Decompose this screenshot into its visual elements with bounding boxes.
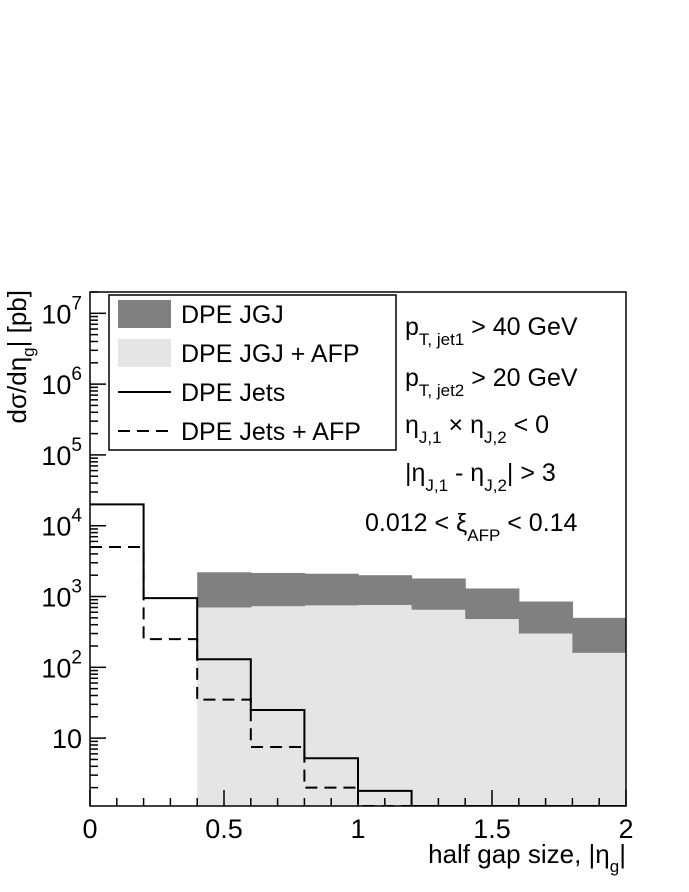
x-tick-label: 1 <box>350 814 365 844</box>
dpe-jets-afp-line <box>90 546 626 806</box>
afp-fill-bar <box>304 605 359 806</box>
x-axis-title: half gap size, |ηg| <box>428 839 626 876</box>
legend-label: DPE Jets <box>181 379 285 407</box>
afp-fill-bar <box>197 607 252 806</box>
cut-line: pT, jet2 > 20 GeV <box>405 364 578 400</box>
afp-fill-bar <box>250 606 305 806</box>
jgj-band-bar <box>572 617 626 653</box>
plot-marks <box>90 503 626 806</box>
jgj-band-bar <box>197 572 252 608</box>
afp-fill-bar <box>411 609 466 806</box>
afp-fill-bar <box>518 633 573 806</box>
legend-label: DPE JGJ + AFP <box>181 340 360 368</box>
afp-fill-bar <box>358 604 413 806</box>
axes: 0 0.5 1 1.5 2 10 102 103 104 105 106 107 half gap si… <box>2 290 634 876</box>
x-tick-label: 1.5 <box>473 814 511 844</box>
afp-fill-bar <box>572 652 626 806</box>
dpe-jets-line <box>90 503 626 806</box>
cut-line: ηJ,1 × ηJ,2 < 0 <box>405 411 549 447</box>
jgj-band-bar <box>358 575 413 605</box>
cut-line: |ηJ,1 - ηJ,2| > 3 <box>405 459 556 495</box>
plot-area <box>90 503 626 806</box>
legend-swatch <box>118 300 171 328</box>
legend-swatch <box>118 339 171 367</box>
y-tick-label: 107 <box>41 293 82 329</box>
y-tick-label: 103 <box>41 577 82 613</box>
jgj-band-bar <box>465 588 520 620</box>
y-tick-label: 104 <box>41 506 82 542</box>
y-tick-label: 10 <box>52 724 82 754</box>
jgj-band-bar <box>304 573 359 606</box>
cut-line: 0.012 < ξAFP < 0.14 <box>365 509 578 545</box>
legend: DPE JGJ DPE JGJ + AFP DPE Jets DPE Jets + A… <box>108 294 397 451</box>
cut-line: pT, jet1 > 40 GeV <box>405 313 578 349</box>
x-tick-label: 0.5 <box>205 814 243 844</box>
x-tick-label: 2 <box>618 814 633 844</box>
y-tick-label: 105 <box>41 435 82 471</box>
jgj-band-bar <box>518 601 573 634</box>
afp-fill-bar <box>465 619 520 806</box>
jgj-band-bar <box>411 578 466 610</box>
y-tick-label: 106 <box>41 364 82 400</box>
cuts-annotation: pT, jet1 > 40 GeV pT, jet2 > 20 GeV ηJ,1 ×… <box>365 313 578 545</box>
jgj-band-bar <box>250 572 305 607</box>
legend-label: DPE JGJ <box>181 301 284 329</box>
y-axis-title: dσ/dηg| [pb] <box>2 290 38 423</box>
y-tick-label: 102 <box>41 647 82 683</box>
legend-label: DPE Jets + AFP <box>181 418 361 446</box>
x-tick-label: 0 <box>82 814 97 844</box>
